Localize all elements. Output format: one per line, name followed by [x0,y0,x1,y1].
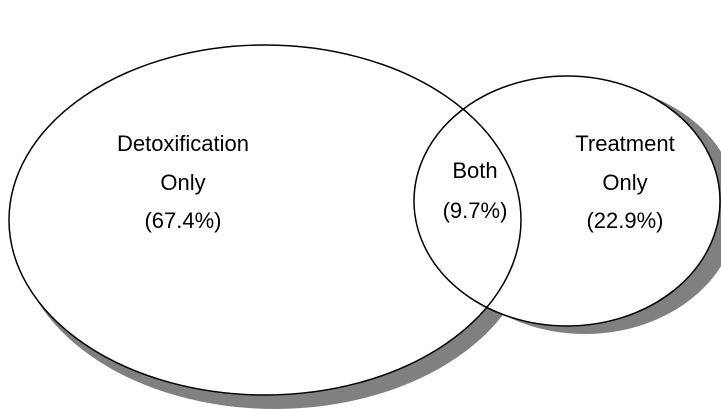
treatment-circle [413,75,721,327]
detox-only-label: Detoxification Only (67.4%) [117,131,249,233]
treatment-only-line1: Treatment [575,131,674,156]
treatment-only-percent: (22.9%) [586,208,663,233]
detox-only-line1: Detoxification [117,131,249,156]
treatment-circle-fill [414,76,720,326]
both-percent: (9.7%) [443,198,508,223]
detox-only-percent: (67.4%) [144,208,221,233]
treatment-only-line2: Only [602,170,647,195]
detox-only-line2: Only [160,170,205,195]
detox-circle-fill [9,45,521,395]
detox-circle [8,44,522,396]
both-label: Both (9.7%) [443,158,508,223]
treatment-only-label: Treatment Only (22.9%) [575,131,674,233]
both-line1: Both [452,158,497,183]
